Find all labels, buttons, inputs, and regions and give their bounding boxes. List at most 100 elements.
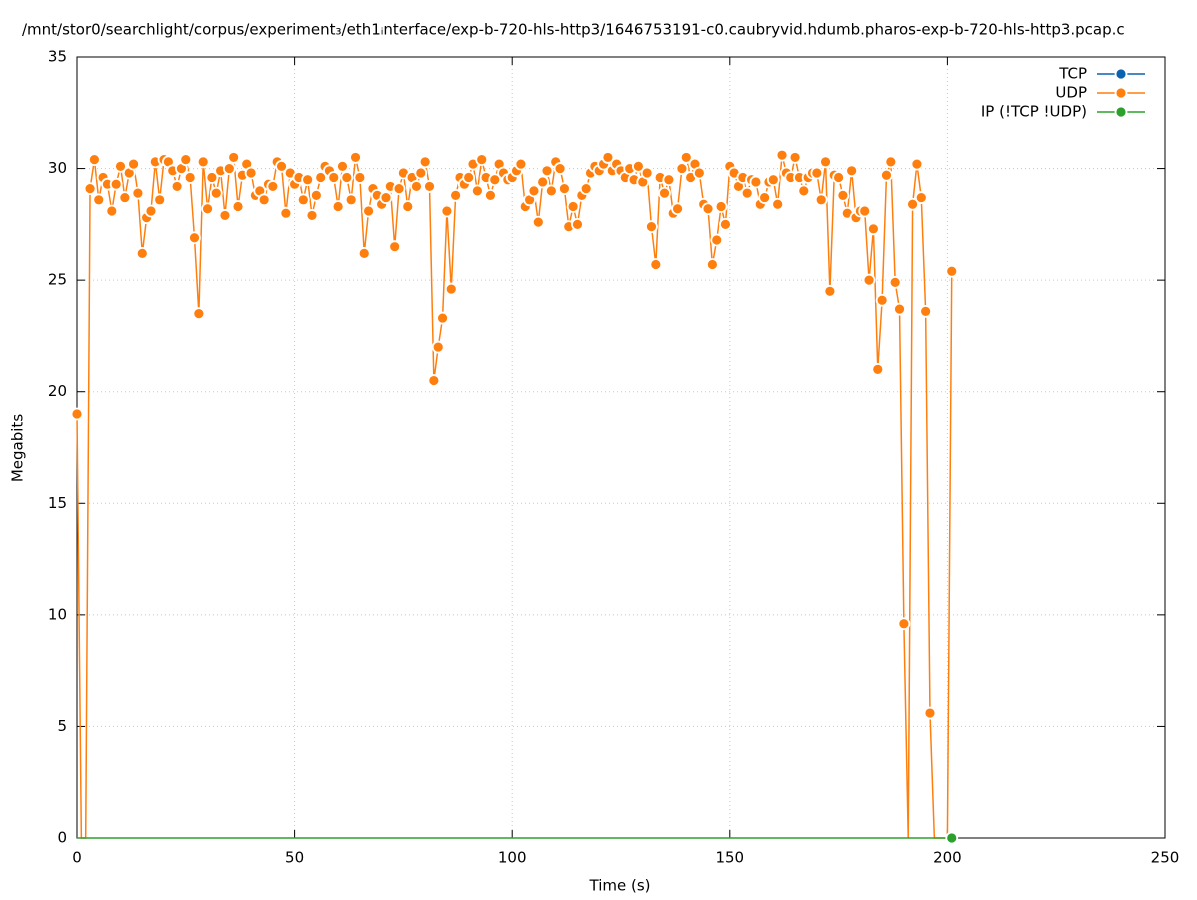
x-tick-label: 200 <box>933 849 962 867</box>
y-tick-label: 15 <box>48 494 67 512</box>
point <box>775 148 789 162</box>
x-tick-label: 0 <box>72 849 82 867</box>
point <box>531 215 545 229</box>
point <box>349 151 362 164</box>
y-tick-label: 10 <box>48 605 67 623</box>
point <box>919 304 933 318</box>
point <box>144 204 158 218</box>
point <box>327 171 341 184</box>
point <box>923 706 937 720</box>
point <box>70 407 84 421</box>
point <box>675 162 689 175</box>
point <box>527 184 541 198</box>
x-tick-label: 100 <box>498 849 527 867</box>
point <box>153 193 167 207</box>
point <box>309 188 323 202</box>
point <box>196 155 210 169</box>
point <box>514 157 528 171</box>
point <box>188 231 201 245</box>
point <box>645 220 658 233</box>
point <box>914 191 928 204</box>
point <box>410 180 423 193</box>
point <box>275 159 288 173</box>
point <box>845 164 859 178</box>
legend-marker <box>1114 86 1128 100</box>
point <box>880 168 893 182</box>
point <box>640 166 654 180</box>
point <box>192 307 206 321</box>
point <box>540 164 554 178</box>
point <box>632 159 645 173</box>
point <box>127 157 140 171</box>
point <box>266 180 280 193</box>
point <box>679 151 693 164</box>
legend-label: IP (!TCP !UDP) <box>981 103 1087 121</box>
legend-label: UDP <box>1055 84 1087 102</box>
point <box>749 175 763 189</box>
point <box>714 200 728 213</box>
legend-bg <box>960 103 1155 122</box>
point <box>336 159 349 173</box>
point <box>418 155 432 169</box>
point <box>671 202 684 216</box>
y-tick-label: 25 <box>48 271 67 289</box>
point <box>558 182 571 196</box>
point <box>392 182 406 196</box>
legend-marker <box>1114 67 1128 81</box>
point <box>227 151 241 164</box>
point <box>449 188 463 202</box>
point <box>553 162 567 175</box>
point <box>719 217 732 231</box>
x-tick-label: 250 <box>1151 849 1180 867</box>
point <box>296 193 310 207</box>
point <box>571 217 584 231</box>
point <box>314 171 328 184</box>
point <box>484 188 497 202</box>
point <box>118 191 132 204</box>
point <box>357 246 371 260</box>
point <box>823 284 837 298</box>
point <box>414 166 428 180</box>
x-tick-label: 150 <box>715 849 744 867</box>
legend-bg <box>960 84 1155 103</box>
point <box>875 293 889 307</box>
point <box>858 204 872 218</box>
x-tick-label: 50 <box>285 849 304 867</box>
point <box>766 173 780 187</box>
point <box>810 166 824 180</box>
point <box>423 180 436 193</box>
series-line <box>76 154 953 839</box>
point <box>897 617 911 631</box>
point <box>201 202 214 216</box>
point <box>170 180 184 193</box>
point <box>536 175 550 189</box>
point <box>945 264 959 278</box>
point <box>771 197 785 211</box>
point <box>788 151 802 164</box>
legend-label: TCP <box>1058 65 1087 83</box>
point <box>179 153 193 167</box>
x-axis-label: Time (s) <box>589 877 651 895</box>
point <box>105 204 119 218</box>
chart-title: /mnt/stor0/searchlight/corpus/experiment… <box>22 21 1125 39</box>
point <box>893 302 906 316</box>
point <box>135 246 149 260</box>
point <box>114 159 127 173</box>
point <box>888 275 902 289</box>
point <box>470 184 484 198</box>
point <box>362 204 375 218</box>
point <box>301 173 315 187</box>
point <box>867 222 880 236</box>
y-tick-label: 35 <box>48 48 67 66</box>
point <box>884 155 898 169</box>
y-tick-label: 5 <box>57 717 67 735</box>
y-tick-label: 0 <box>57 829 67 847</box>
point <box>758 191 772 204</box>
point <box>88 153 101 167</box>
point <box>131 186 145 200</box>
point <box>379 191 393 204</box>
point <box>488 173 502 187</box>
point <box>797 184 811 198</box>
point <box>344 193 358 207</box>
point <box>279 206 293 220</box>
